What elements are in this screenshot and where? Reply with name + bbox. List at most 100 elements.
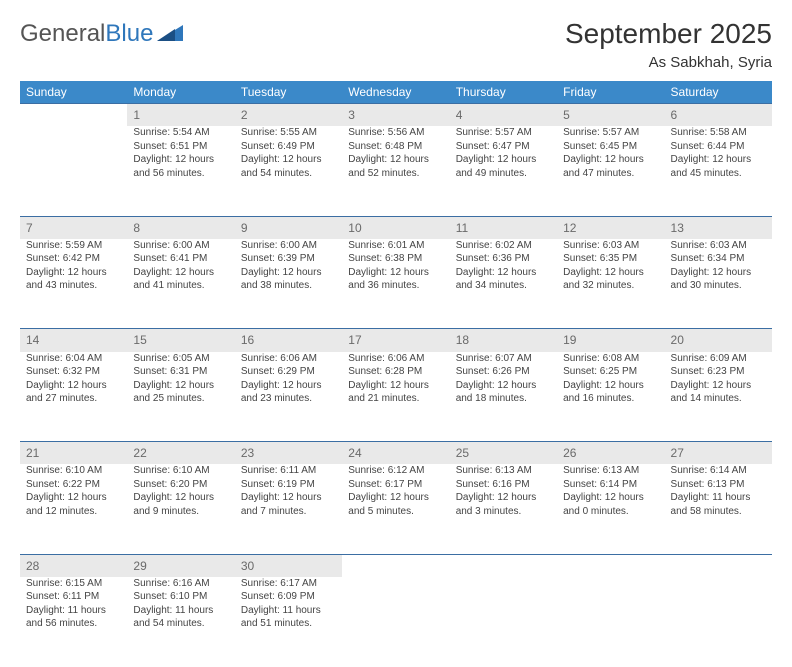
day2-line: and 51 minutes. [241,617,336,631]
day-cell: Sunrise: 6:15 AMSunset: 6:11 PMDaylight:… [20,577,127,667]
day-number: 23 [235,442,342,465]
day2-line: and 27 minutes. [26,392,121,406]
sunset-line: Sunset: 6:51 PM [133,140,228,154]
sunrise-line: Sunrise: 6:06 AM [348,352,443,366]
day-cell: Sunrise: 6:16 AMSunset: 6:10 PMDaylight:… [127,577,234,667]
day-header: Friday [557,81,664,104]
cell-text: Sunrise: 6:08 AMSunset: 6:25 PMDaylight:… [563,352,658,406]
day-number: 12 [557,216,664,239]
cell-text: Sunrise: 6:13 AMSunset: 6:16 PMDaylight:… [456,464,551,518]
day-number: 4 [450,104,557,127]
sunset-line: Sunset: 6:45 PM [563,140,658,154]
day2-line: and 18 minutes. [456,392,551,406]
day1-line: Daylight: 12 hours [26,491,121,505]
day-number: 18 [450,329,557,352]
day1-line: Daylight: 12 hours [348,266,443,280]
day1-line: Daylight: 12 hours [563,491,658,505]
day-header: Monday [127,81,234,104]
day-cell: Sunrise: 6:00 AMSunset: 6:39 PMDaylight:… [235,239,342,329]
day-header: Tuesday [235,81,342,104]
sunrise-line: Sunrise: 5:59 AM [26,239,121,253]
daynum-row: 78910111213 [20,216,772,239]
day2-line: and 23 minutes. [241,392,336,406]
sunrise-line: Sunrise: 6:04 AM [26,352,121,366]
day-cell [557,577,664,667]
day2-line: and 56 minutes. [26,617,121,631]
day-number [450,554,557,577]
day2-line: and 16 minutes. [563,392,658,406]
cell-text: Sunrise: 6:16 AMSunset: 6:10 PMDaylight:… [133,577,228,631]
day-cell: Sunrise: 6:11 AMSunset: 6:19 PMDaylight:… [235,464,342,554]
day-number [342,554,449,577]
day2-line: and 21 minutes. [348,392,443,406]
cell-text: Sunrise: 6:01 AMSunset: 6:38 PMDaylight:… [348,239,443,293]
title-block: September 2025 As Sabkhah, Syria [565,18,772,71]
day2-line: and 49 minutes. [456,167,551,181]
day2-line: and 12 minutes. [26,505,121,519]
sunset-line: Sunset: 6:26 PM [456,365,551,379]
day1-line: Daylight: 12 hours [241,153,336,167]
sunset-line: Sunset: 6:28 PM [348,365,443,379]
day-number: 17 [342,329,449,352]
day-number: 9 [235,216,342,239]
sunset-line: Sunset: 6:47 PM [456,140,551,154]
day-cell [20,126,127,216]
sunrise-line: Sunrise: 6:07 AM [456,352,551,366]
cell-text: Sunrise: 6:15 AMSunset: 6:11 PMDaylight:… [26,577,121,631]
day-number: 27 [665,442,772,465]
day-number: 14 [20,329,127,352]
cell-text: Sunrise: 5:56 AMSunset: 6:48 PMDaylight:… [348,126,443,180]
day-number: 7 [20,216,127,239]
day-cell: Sunrise: 5:54 AMSunset: 6:51 PMDaylight:… [127,126,234,216]
sunrise-line: Sunrise: 6:03 AM [671,239,766,253]
day1-line: Daylight: 11 hours [241,604,336,618]
day-number: 21 [20,442,127,465]
sunset-line: Sunset: 6:16 PM [456,478,551,492]
day-number: 28 [20,554,127,577]
daynum-row: 123456 [20,104,772,127]
sunset-line: Sunset: 6:09 PM [241,590,336,604]
day2-line: and 3 minutes. [456,505,551,519]
day-number [557,554,664,577]
day1-line: Daylight: 12 hours [348,379,443,393]
cell-text: Sunrise: 6:02 AMSunset: 6:36 PMDaylight:… [456,239,551,293]
sunrise-line: Sunrise: 5:54 AM [133,126,228,140]
cell-text: Sunrise: 5:58 AMSunset: 6:44 PMDaylight:… [671,126,766,180]
sunrise-line: Sunrise: 6:13 AM [563,464,658,478]
day-cell: Sunrise: 6:13 AMSunset: 6:14 PMDaylight:… [557,464,664,554]
day-header-row: Sunday Monday Tuesday Wednesday Thursday… [20,81,772,104]
day2-line: and 38 minutes. [241,279,336,293]
sunrise-line: Sunrise: 6:02 AM [456,239,551,253]
day1-line: Daylight: 12 hours [671,153,766,167]
day-header: Wednesday [342,81,449,104]
cell-text: Sunrise: 6:14 AMSunset: 6:13 PMDaylight:… [671,464,766,518]
sunset-line: Sunset: 6:48 PM [348,140,443,154]
page-subtitle: As Sabkhah, Syria [565,54,772,71]
day1-line: Daylight: 11 hours [133,604,228,618]
day-number: 30 [235,554,342,577]
day-number: 5 [557,104,664,127]
day-number: 24 [342,442,449,465]
day2-line: and 30 minutes. [671,279,766,293]
sunset-line: Sunset: 6:22 PM [26,478,121,492]
sunrise-line: Sunrise: 6:13 AM [456,464,551,478]
day-number: 20 [665,329,772,352]
sunrise-line: Sunrise: 6:16 AM [133,577,228,591]
cell-text: Sunrise: 6:07 AMSunset: 6:26 PMDaylight:… [456,352,551,406]
day-cell: Sunrise: 6:14 AMSunset: 6:13 PMDaylight:… [665,464,772,554]
cell-text: Sunrise: 6:03 AMSunset: 6:34 PMDaylight:… [671,239,766,293]
sunrise-line: Sunrise: 6:00 AM [133,239,228,253]
sunrise-line: Sunrise: 5:57 AM [563,126,658,140]
sunset-line: Sunset: 6:49 PM [241,140,336,154]
day2-line: and 54 minutes. [241,167,336,181]
day2-line: and 54 minutes. [133,617,228,631]
day1-line: Daylight: 12 hours [133,266,228,280]
day1-line: Daylight: 11 hours [26,604,121,618]
day1-line: Daylight: 12 hours [456,491,551,505]
cell-text: Sunrise: 6:10 AMSunset: 6:20 PMDaylight:… [133,464,228,518]
day-cell: Sunrise: 5:58 AMSunset: 6:44 PMDaylight:… [665,126,772,216]
day2-line: and 43 minutes. [26,279,121,293]
day-number: 15 [127,329,234,352]
sunrise-line: Sunrise: 6:10 AM [133,464,228,478]
daynum-row: 21222324252627 [20,442,772,465]
